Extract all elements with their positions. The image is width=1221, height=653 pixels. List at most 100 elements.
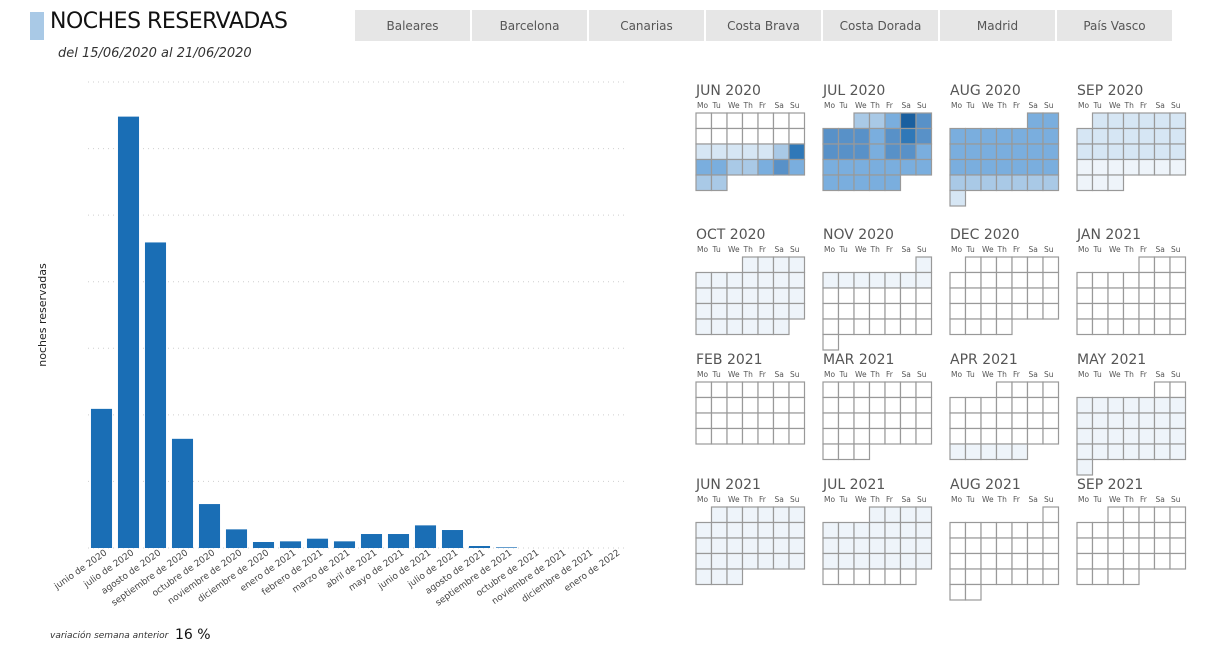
day-cell[interactable]	[1011, 427, 1029, 445]
day-cell[interactable]	[980, 318, 998, 336]
day-cell[interactable]	[1076, 318, 1094, 336]
day-cell[interactable]	[995, 552, 1013, 570]
day-cell[interactable]	[949, 287, 967, 305]
day-cell[interactable]	[995, 521, 1013, 539]
day-cell[interactable]	[710, 506, 728, 524]
day-cell[interactable]	[964, 174, 982, 192]
day-cell[interactable]	[949, 271, 967, 289]
bar-noviembre-de-2020[interactable]	[225, 529, 248, 548]
day-cell[interactable]	[1011, 537, 1029, 555]
day-cell[interactable]	[1042, 271, 1060, 289]
day-cell[interactable]	[1169, 521, 1187, 539]
day-cell[interactable]	[915, 112, 933, 130]
day-cell[interactable]	[980, 158, 998, 176]
day-cell[interactable]	[868, 271, 886, 289]
day-cell[interactable]	[1107, 443, 1125, 461]
day-cell[interactable]	[741, 143, 759, 161]
day-cell[interactable]	[1026, 396, 1044, 414]
day-cell[interactable]	[695, 174, 713, 192]
day-cell[interactable]	[899, 381, 917, 399]
day-cell[interactable]	[1026, 412, 1044, 430]
day-cell[interactable]	[980, 537, 998, 555]
day-cell[interactable]	[1122, 506, 1140, 524]
day-cell[interactable]	[868, 143, 886, 161]
day-cell[interactable]	[741, 552, 759, 570]
day-cell[interactable]	[1042, 427, 1060, 445]
day-cell[interactable]	[1153, 552, 1171, 570]
day-cell[interactable]	[757, 396, 775, 414]
day-cell[interactable]	[741, 412, 759, 430]
day-cell[interactable]	[1138, 287, 1156, 305]
day-cell[interactable]	[822, 443, 840, 461]
day-cell[interactable]	[726, 427, 744, 445]
day-cell[interactable]	[1169, 537, 1187, 555]
day-cell[interactable]	[868, 381, 886, 399]
day-cell[interactable]	[1138, 412, 1156, 430]
day-cell[interactable]	[695, 427, 713, 445]
day-cell[interactable]	[710, 552, 728, 570]
day-cell[interactable]	[772, 287, 790, 305]
day-cell[interactable]	[1076, 396, 1094, 414]
day-cell[interactable]	[822, 537, 840, 555]
day-cell[interactable]	[1122, 143, 1140, 161]
bar-febrero-de-2021[interactable]	[306, 538, 329, 548]
day-cell[interactable]	[710, 396, 728, 414]
day-cell[interactable]	[822, 127, 840, 145]
day-cell[interactable]	[710, 521, 728, 539]
day-cell[interactable]	[915, 506, 933, 524]
day-cell[interactable]	[1076, 568, 1094, 586]
day-cell[interactable]	[757, 256, 775, 274]
day-cell[interactable]	[726, 287, 744, 305]
day-cell[interactable]	[868, 412, 886, 430]
day-cell[interactable]	[822, 568, 840, 586]
day-cell[interactable]	[695, 412, 713, 430]
day-cell[interactable]	[853, 287, 871, 305]
day-cell[interactable]	[741, 318, 759, 336]
day-cell[interactable]	[1122, 271, 1140, 289]
day-cell[interactable]	[822, 552, 840, 570]
day-cell[interactable]	[757, 427, 775, 445]
day-cell[interactable]	[868, 552, 886, 570]
day-cell[interactable]	[1107, 127, 1125, 145]
day-cell[interactable]	[964, 271, 982, 289]
day-cell[interactable]	[853, 552, 871, 570]
day-cell[interactable]	[949, 158, 967, 176]
day-cell[interactable]	[995, 174, 1013, 192]
day-cell[interactable]	[1026, 381, 1044, 399]
day-cell[interactable]	[995, 302, 1013, 320]
day-cell[interactable]	[899, 271, 917, 289]
day-cell[interactable]	[899, 112, 917, 130]
day-cell[interactable]	[884, 143, 902, 161]
day-cell[interactable]	[1153, 143, 1171, 161]
day-cell[interactable]	[822, 396, 840, 414]
day-cell[interactable]	[868, 537, 886, 555]
day-cell[interactable]	[837, 127, 855, 145]
day-cell[interactable]	[1011, 127, 1029, 145]
day-cell[interactable]	[915, 521, 933, 539]
day-cell[interactable]	[1026, 287, 1044, 305]
day-cell[interactable]	[1107, 412, 1125, 430]
day-cell[interactable]	[1011, 302, 1029, 320]
day-cell[interactable]	[1153, 427, 1171, 445]
day-cell[interactable]	[949, 427, 967, 445]
day-cell[interactable]	[1076, 158, 1094, 176]
day-cell[interactable]	[899, 552, 917, 570]
day-cell[interactable]	[1138, 112, 1156, 130]
day-cell[interactable]	[899, 537, 917, 555]
day-cell[interactable]	[899, 521, 917, 539]
bar-diciembre-de-2020[interactable]	[252, 542, 275, 548]
day-cell[interactable]	[710, 381, 728, 399]
day-cell[interactable]	[1091, 427, 1109, 445]
day-cell[interactable]	[1138, 521, 1156, 539]
day-cell[interactable]	[837, 568, 855, 586]
day-cell[interactable]	[899, 127, 917, 145]
day-cell[interactable]	[1122, 287, 1140, 305]
day-cell[interactable]	[1153, 506, 1171, 524]
day-cell[interactable]	[1011, 271, 1029, 289]
day-cell[interactable]	[741, 396, 759, 414]
day-cell[interactable]	[1169, 396, 1187, 414]
day-cell[interactable]	[980, 174, 998, 192]
day-cell[interactable]	[884, 318, 902, 336]
day-cell[interactable]	[1026, 174, 1044, 192]
bar-junio-de-2021[interactable]	[414, 525, 437, 548]
